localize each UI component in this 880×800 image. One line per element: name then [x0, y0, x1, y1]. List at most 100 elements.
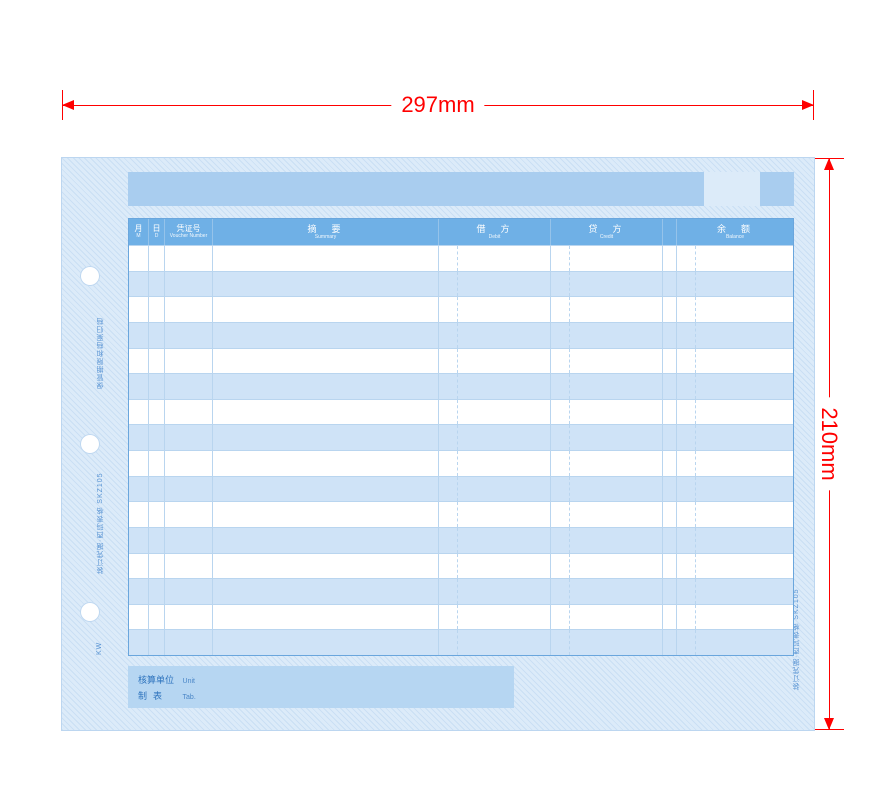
cell-balance	[677, 323, 793, 348]
col-header-en: M	[136, 234, 140, 239]
cell-debit	[439, 323, 551, 348]
col-header-en: D	[155, 234, 159, 239]
cell-credit	[551, 579, 663, 604]
cell-summary	[213, 246, 439, 271]
side-label-logo: KW	[96, 628, 110, 668]
cell-debit	[439, 579, 551, 604]
col-header-en: Balance	[726, 235, 744, 240]
diagram-stage: 297mm 210mm 保管期限和档案归档 装订凭据·西玛表格 SKZ105 K…	[0, 0, 880, 800]
cell-month	[129, 554, 149, 579]
cell-debit	[439, 502, 551, 527]
cell-dc	[663, 246, 677, 271]
cell-day	[149, 554, 165, 579]
cell-summary	[213, 451, 439, 476]
col-header-day: 日 D	[149, 219, 165, 245]
cell-credit	[551, 630, 663, 655]
cell-day	[149, 323, 165, 348]
footer-maker-en: Tab.	[183, 694, 196, 701]
cell-credit	[551, 246, 663, 271]
cell-debit	[439, 451, 551, 476]
cell-voucher	[165, 605, 213, 630]
cell-day	[149, 579, 165, 604]
cell-balance	[677, 451, 793, 476]
dim-arrow	[824, 718, 834, 730]
cell-dc	[663, 477, 677, 502]
cell-debit	[439, 605, 551, 630]
cell-debit	[439, 630, 551, 655]
cell-day	[149, 477, 165, 502]
cell-day	[149, 502, 165, 527]
dim-arrow	[824, 158, 834, 170]
cell-voucher	[165, 374, 213, 399]
cell-voucher	[165, 528, 213, 553]
cell-balance	[677, 297, 793, 322]
col-header-cn: 贷 方	[588, 225, 624, 234]
cell-dc	[663, 579, 677, 604]
side-label-right: 装订凭据·西玛表格 SKZ105	[792, 560, 806, 690]
col-header-cn: 月	[135, 225, 143, 233]
cell-dc	[663, 425, 677, 450]
cell-day	[149, 246, 165, 271]
cell-day	[149, 374, 165, 399]
cell-summary	[213, 502, 439, 527]
cell-credit	[551, 528, 663, 553]
height-dimension: 210mm	[814, 158, 844, 730]
cell-credit	[551, 323, 663, 348]
cell-credit	[551, 605, 663, 630]
dim-arrow	[62, 100, 74, 110]
col-header-en: Debit	[489, 235, 501, 240]
cell-summary	[213, 297, 439, 322]
cell-day	[149, 400, 165, 425]
cell-day	[149, 451, 165, 476]
col-header-dc	[663, 219, 677, 245]
cell-voucher	[165, 297, 213, 322]
cell-dc	[663, 323, 677, 348]
title-band-cut	[704, 172, 760, 206]
cell-dc	[663, 554, 677, 579]
col-header-balance: 余 额 Balance	[677, 219, 793, 245]
cell-month	[129, 502, 149, 527]
cell-dc	[663, 630, 677, 655]
cell-balance	[677, 246, 793, 271]
cell-debit	[439, 246, 551, 271]
cell-month	[129, 272, 149, 297]
cell-dc	[663, 502, 677, 527]
cell-day	[149, 297, 165, 322]
ledger-row	[129, 399, 793, 425]
dim-arrow	[802, 100, 814, 110]
cell-day	[149, 605, 165, 630]
cell-voucher	[165, 246, 213, 271]
ledger-row	[129, 501, 793, 527]
cell-voucher	[165, 425, 213, 450]
ledger-body	[129, 245, 793, 655]
cell-voucher	[165, 349, 213, 374]
cell-summary	[213, 323, 439, 348]
cell-month	[129, 246, 149, 271]
cell-voucher	[165, 400, 213, 425]
cell-voucher	[165, 554, 213, 579]
ledger-table: 月 M 日 D 凭证号 Voucher Number 摘 要 Summary 借…	[128, 218, 794, 656]
cell-dc	[663, 349, 677, 374]
ledger-row	[129, 527, 793, 553]
ledger-footer: 核算单位 Unit 制表 Tab.	[128, 666, 514, 708]
cell-debit	[439, 374, 551, 399]
width-dimension: 297mm	[62, 90, 814, 120]
cell-month	[129, 323, 149, 348]
ledger-row	[129, 322, 793, 348]
cell-voucher	[165, 579, 213, 604]
cell-balance	[677, 349, 793, 374]
ledger-row	[129, 296, 793, 322]
cell-balance	[677, 605, 793, 630]
width-label: 297mm	[391, 92, 484, 118]
cell-debit	[439, 425, 551, 450]
cell-month	[129, 425, 149, 450]
cell-credit	[551, 554, 663, 579]
cell-credit	[551, 425, 663, 450]
cell-summary	[213, 554, 439, 579]
side-label-upper: 保管期限和档案归档	[96, 298, 110, 408]
cell-summary	[213, 528, 439, 553]
cell-voucher	[165, 272, 213, 297]
ledger-header-row: 月 M 日 D 凭证号 Voucher Number 摘 要 Summary 借…	[129, 219, 793, 245]
punch-hole	[80, 266, 100, 286]
cell-balance	[677, 579, 793, 604]
